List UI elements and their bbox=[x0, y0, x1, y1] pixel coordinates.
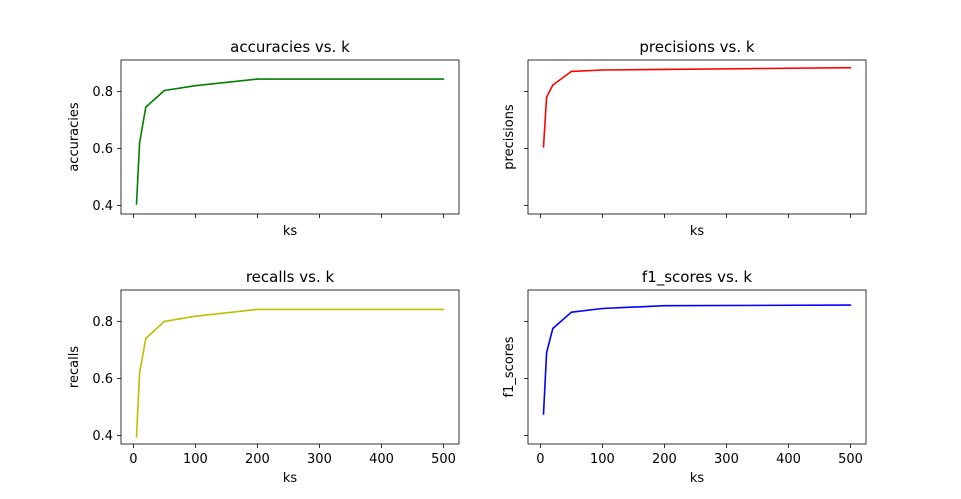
data-point bbox=[601, 69, 604, 71]
subplot-1: accuracies vs. k 0.4 0.6 0.8 ks accuracies bbox=[67, 38, 460, 239]
x-axis-label: ks bbox=[690, 471, 705, 486]
series-line bbox=[542, 66, 851, 148]
x-axis-label: ks bbox=[283, 471, 298, 486]
axes-frame bbox=[527, 59, 867, 215]
data-point bbox=[145, 106, 147, 108]
data-point bbox=[163, 89, 166, 92]
data-point bbox=[570, 70, 573, 73]
axes-frame bbox=[120, 289, 460, 445]
axes-frame bbox=[120, 59, 460, 215]
y-tick-label: 0.4 bbox=[92, 199, 113, 214]
chart-title: precisions vs. k bbox=[639, 38, 754, 56]
y-axis-label: accuracies bbox=[67, 102, 82, 172]
y-axis-label: precisions bbox=[502, 104, 517, 170]
subplot-3: recalls vs. k 0 100 200 300 400 500 0.4 0.6 0.8 ks… bbox=[67, 268, 460, 486]
data-point bbox=[442, 78, 445, 80]
series-line bbox=[135, 308, 444, 437]
data-point bbox=[552, 327, 554, 330]
data-point bbox=[442, 308, 445, 311]
y-tick-label: 0.6 bbox=[92, 372, 113, 387]
chart-title: recalls vs. k bbox=[246, 268, 335, 286]
x-tick-label: 0 bbox=[129, 452, 137, 467]
data-point bbox=[849, 66, 852, 69]
x-tick-label: 0 bbox=[536, 452, 544, 467]
x-tick-label: 100 bbox=[183, 452, 208, 467]
data-point bbox=[545, 351, 548, 354]
x-tick-label: 500 bbox=[838, 452, 863, 467]
x-tick-label: 100 bbox=[590, 452, 615, 467]
data-point bbox=[145, 337, 147, 340]
x-tick-label: 400 bbox=[369, 452, 394, 467]
data-point bbox=[256, 78, 259, 80]
data-point bbox=[135, 203, 138, 205]
series-line bbox=[542, 304, 851, 415]
chart-title: f1_scores vs. k bbox=[642, 268, 752, 287]
data-point bbox=[194, 315, 197, 318]
x-tick-label: 500 bbox=[431, 452, 456, 467]
data-point bbox=[163, 320, 166, 323]
x-tick-label: 200 bbox=[652, 452, 677, 467]
subplot-2: precisions vs. k ks precisions bbox=[502, 38, 867, 239]
data-point bbox=[849, 304, 852, 306]
data-point bbox=[663, 68, 666, 71]
subplot-4: f1_scores vs. k 0 100 200 300 400 500 ks f1_scor… bbox=[502, 268, 867, 486]
data-point bbox=[545, 96, 548, 98]
x-tick-label: 300 bbox=[307, 452, 332, 467]
y-axis-label: recalls bbox=[67, 346, 82, 388]
series-line bbox=[135, 78, 444, 205]
data-point bbox=[256, 308, 259, 311]
data-point bbox=[194, 84, 197, 87]
data-point bbox=[663, 304, 666, 307]
axes-frame bbox=[527, 289, 867, 445]
data-point bbox=[552, 84, 554, 86]
y-tick-label: 0.4 bbox=[92, 429, 113, 444]
data-point bbox=[138, 141, 141, 144]
y-tick-label: 0.8 bbox=[92, 85, 113, 100]
data-point bbox=[601, 307, 604, 310]
x-tick-label: 300 bbox=[714, 452, 739, 467]
data-point bbox=[542, 146, 545, 148]
y-tick-label: 0.6 bbox=[92, 142, 113, 157]
chart-title: accuracies vs. k bbox=[230, 38, 350, 56]
data-point bbox=[570, 311, 573, 314]
x-axis-label: ks bbox=[283, 224, 298, 239]
x-axis-label: ks bbox=[690, 224, 705, 239]
data-point bbox=[138, 371, 141, 374]
data-point bbox=[542, 413, 545, 415]
x-tick-label: 400 bbox=[776, 452, 801, 467]
data-point bbox=[135, 436, 138, 438]
x-tick-label: 200 bbox=[245, 452, 270, 467]
y-tick-label: 0.8 bbox=[92, 315, 113, 330]
y-axis-label: f1_scores bbox=[502, 336, 517, 397]
